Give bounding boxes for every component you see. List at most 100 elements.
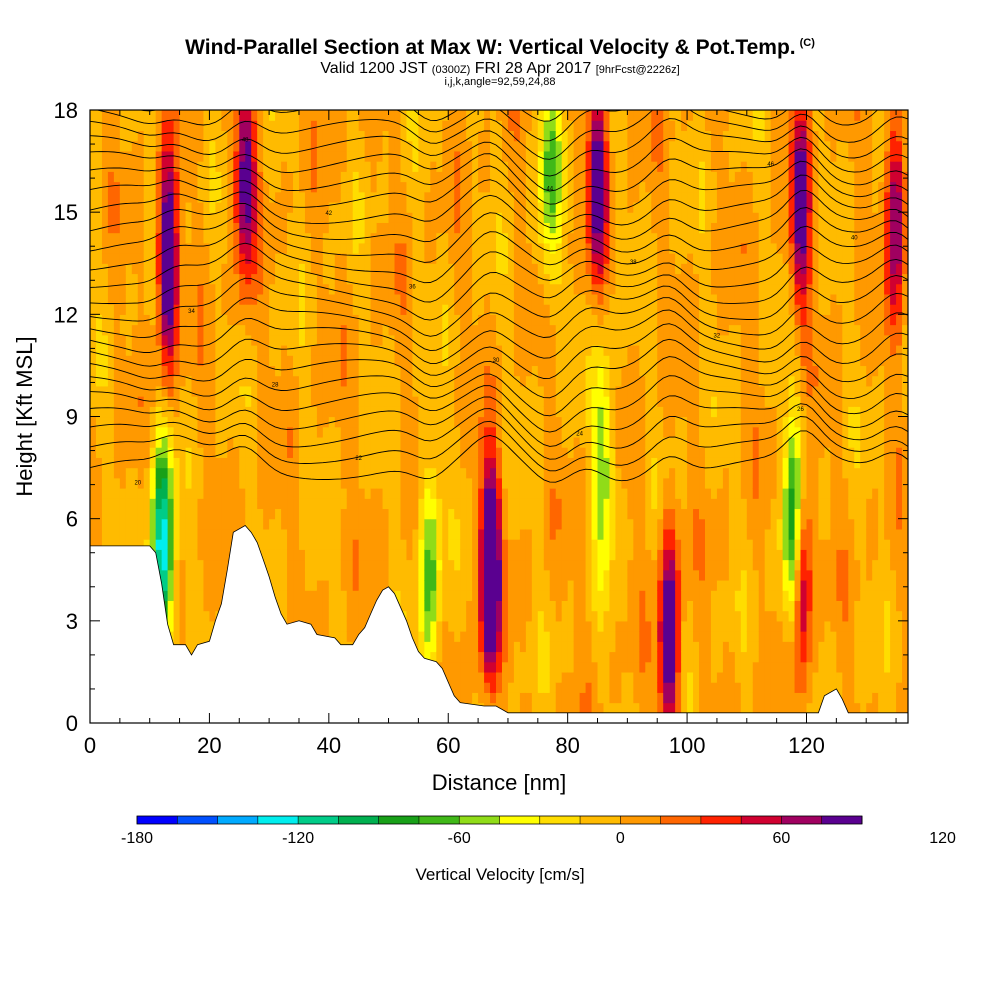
velocity-cell (412, 242, 419, 254)
velocity-cell (221, 344, 228, 356)
velocity-cell (269, 569, 276, 581)
velocity-cell (209, 110, 216, 121)
velocity-cell (388, 263, 396, 275)
velocity-cell (412, 263, 419, 275)
velocity-cell (573, 406, 581, 418)
velocity-cell (275, 518, 282, 530)
velocity-cell (95, 355, 103, 367)
velocity-cell (161, 508, 169, 520)
velocity-cell (185, 600, 193, 612)
velocity-cell (490, 436, 497, 448)
velocity-cell (424, 120, 431, 132)
velocity-cell (472, 416, 479, 428)
velocity-cell (567, 150, 575, 162)
velocity-cell (161, 253, 169, 264)
velocity-cell (281, 447, 288, 458)
velocity-cell (149, 528, 157, 540)
velocity-cell (275, 579, 282, 591)
velocity-cell (436, 396, 443, 407)
velocity-cell (173, 375, 181, 387)
velocity-cell (149, 201, 157, 213)
velocity-cell (478, 416, 485, 428)
velocity-cell (191, 436, 199, 448)
velocity-cell (167, 467, 175, 479)
velocity-cell (281, 171, 288, 183)
velocity-cell (340, 579, 348, 591)
velocity-cell (406, 140, 414, 152)
velocity-cell (406, 110, 414, 121)
velocity-cell (412, 620, 419, 632)
velocity-cell (472, 477, 479, 489)
velocity-cell (340, 212, 348, 223)
velocity-cell (304, 232, 312, 244)
velocity-cell (304, 457, 312, 469)
velocity-cell (143, 150, 151, 162)
velocity-cell (537, 559, 545, 571)
velocity-cell (478, 293, 485, 305)
velocity-cell (340, 600, 348, 612)
velocity-cell (507, 385, 515, 397)
velocity-cell (364, 518, 372, 530)
velocity-cell (107, 110, 115, 121)
velocity-cell (579, 477, 587, 489)
velocity-cell (173, 314, 181, 326)
velocity-cell (173, 344, 181, 356)
velocity-cell (155, 539, 163, 550)
velocity-cell (310, 334, 318, 346)
velocity-cell (400, 273, 408, 285)
velocity-cell (149, 171, 157, 183)
velocity-cell (561, 110, 569, 121)
velocity-cell (316, 263, 324, 275)
velocity-cell (179, 518, 187, 530)
velocity-cell (197, 457, 205, 469)
velocity-cell (215, 508, 222, 520)
velocity-cell (418, 110, 425, 121)
velocity-cell (484, 385, 491, 397)
velocity-cell (496, 181, 503, 193)
velocity-cell (537, 590, 545, 601)
velocity-cell (113, 447, 121, 458)
velocity-cell (334, 396, 342, 407)
velocity-cell (496, 620, 503, 632)
velocity-cell (507, 344, 515, 356)
velocity-cell (90, 344, 97, 356)
velocity-cell (579, 447, 587, 458)
velocity-cell (394, 161, 402, 172)
velocity-cell (525, 651, 533, 663)
velocity-cell (507, 365, 515, 377)
velocity-cell (113, 293, 121, 305)
velocity-cell (370, 559, 378, 571)
velocity-cell (316, 140, 324, 152)
velocity-cell (454, 651, 461, 663)
velocity-cell (531, 130, 539, 142)
velocity-cell (478, 447, 485, 458)
velocity-cell (424, 579, 431, 591)
velocity-cell (316, 242, 324, 254)
velocity-cell (424, 355, 431, 367)
velocity-cell (221, 283, 228, 295)
velocity-cell (418, 293, 425, 305)
velocity-cell (203, 406, 211, 418)
velocity-cell (430, 212, 437, 223)
velocity-cell (322, 191, 330, 203)
velocity-cell (227, 293, 234, 305)
velocity-cell (388, 518, 396, 530)
velocity-cell (376, 222, 384, 234)
velocity-cell (215, 375, 222, 387)
velocity-cell (466, 528, 473, 540)
velocity-cell (95, 498, 103, 510)
velocity-cell (519, 671, 527, 683)
velocity-cell (478, 130, 485, 142)
velocity-cell (549, 579, 557, 591)
velocity-cell (287, 161, 294, 172)
velocity-cell (424, 110, 431, 121)
velocity-cell (167, 120, 175, 132)
velocity-cell (478, 436, 485, 448)
velocity-cell (525, 610, 533, 622)
velocity-cell (537, 120, 545, 132)
velocity-cell (245, 212, 252, 223)
velocity-cell (376, 579, 384, 591)
velocity-cell (131, 436, 139, 448)
velocity-cell (400, 253, 408, 264)
velocity-cell (251, 436, 258, 448)
